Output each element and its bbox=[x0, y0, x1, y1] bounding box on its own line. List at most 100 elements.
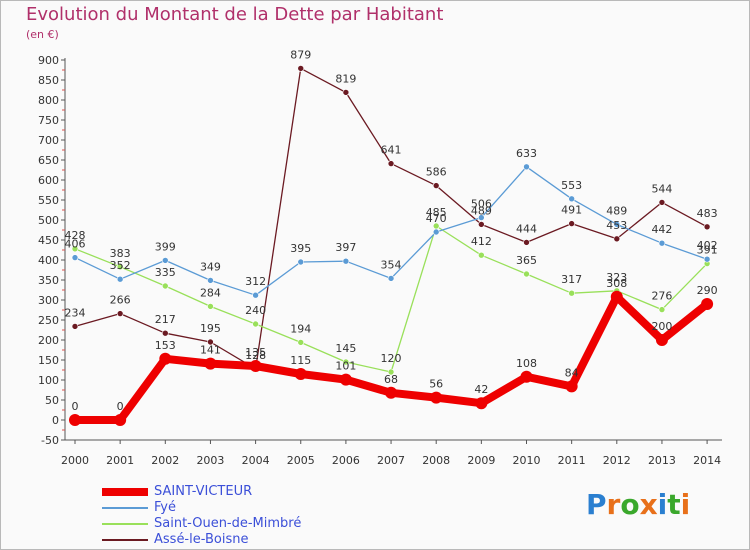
data-point bbox=[568, 220, 575, 227]
y-tick-label: 350 bbox=[38, 274, 59, 287]
data-label: 491 bbox=[561, 204, 582, 217]
data-point bbox=[613, 235, 621, 243]
data-label: 42 bbox=[474, 383, 488, 396]
data-label: 84 bbox=[565, 366, 579, 379]
data-label: 115 bbox=[290, 354, 311, 367]
data-label: 240 bbox=[245, 304, 266, 317]
x-tick-label: 2010 bbox=[513, 454, 541, 467]
legend-swatch bbox=[102, 539, 148, 541]
legend-swatch bbox=[102, 523, 148, 525]
data-point bbox=[252, 291, 259, 299]
data-point bbox=[116, 275, 124, 283]
data-point bbox=[568, 195, 575, 203]
x-tick-label: 2007 bbox=[377, 454, 405, 467]
logo-letter: i bbox=[680, 488, 691, 521]
legend-item: Assé-le-Boisne bbox=[100, 532, 380, 548]
data-label: 141 bbox=[200, 344, 221, 357]
y-tick-label: 100 bbox=[38, 374, 59, 387]
data-label: 195 bbox=[200, 322, 221, 335]
data-label: 335 bbox=[155, 266, 176, 279]
data-point bbox=[701, 298, 714, 310]
logo-letter: t bbox=[667, 488, 681, 521]
legend-item: SAINT-VICTEUR bbox=[100, 484, 380, 500]
data-point bbox=[204, 357, 217, 370]
data-point bbox=[297, 65, 305, 72]
x-tick-label: 2012 bbox=[603, 454, 631, 467]
data-label: 485 bbox=[426, 206, 447, 219]
logo-letter: i bbox=[657, 488, 668, 521]
data-label: 266 bbox=[110, 294, 131, 307]
data-point bbox=[478, 221, 485, 228]
data-label: 442 bbox=[651, 223, 672, 236]
x-tick-label: 2008 bbox=[422, 454, 450, 467]
data-label: 349 bbox=[200, 260, 221, 273]
legend-label: Assé-le-Boisne bbox=[154, 532, 249, 547]
y-tick-label: 250 bbox=[38, 314, 59, 327]
data-point bbox=[703, 223, 711, 231]
data-point bbox=[523, 163, 530, 171]
legend-swatch bbox=[102, 488, 148, 496]
data-point bbox=[658, 306, 666, 313]
data-label: 428 bbox=[65, 229, 86, 242]
data-point bbox=[252, 320, 259, 328]
legend-item: Fyé bbox=[100, 500, 380, 516]
legend-label: Saint-Ouen-de-Mimbré bbox=[154, 516, 302, 531]
chart-title: Evolution du Montant de la Dette par Hab… bbox=[26, 4, 444, 25]
y-tick-label: 900 bbox=[38, 54, 59, 67]
data-point bbox=[387, 368, 395, 376]
data-label: 194 bbox=[290, 322, 311, 335]
data-label: 200 bbox=[651, 320, 672, 333]
y-tick-label: 450 bbox=[38, 234, 59, 247]
data-point bbox=[71, 254, 79, 261]
data-label: 391 bbox=[697, 244, 718, 257]
data-label: 365 bbox=[516, 254, 537, 267]
data-label: 879 bbox=[290, 48, 311, 61]
data-point bbox=[297, 339, 305, 346]
data-point bbox=[432, 228, 440, 236]
y-tick-label: 650 bbox=[38, 154, 59, 167]
data-point bbox=[159, 352, 172, 365]
data-point bbox=[658, 239, 666, 247]
data-label: 397 bbox=[335, 241, 356, 254]
data-point bbox=[114, 414, 127, 426]
data-point bbox=[430, 391, 443, 404]
legend-label: Fyé bbox=[154, 500, 176, 515]
data-label: 489 bbox=[606, 204, 627, 217]
data-label: 402 bbox=[697, 239, 718, 252]
y-tick-label: 750 bbox=[38, 114, 59, 127]
y-tick-label: 550 bbox=[38, 194, 59, 207]
data-label: 128 bbox=[245, 349, 266, 362]
logo-letter: r bbox=[606, 488, 621, 521]
y-tick-label: 800 bbox=[38, 94, 59, 107]
data-point bbox=[294, 368, 307, 380]
data-label: 506 bbox=[471, 198, 492, 211]
data-label: 633 bbox=[516, 147, 537, 160]
data-point bbox=[71, 245, 79, 253]
data-point bbox=[478, 251, 485, 259]
data-label: 153 bbox=[155, 339, 176, 352]
data-point bbox=[207, 338, 214, 346]
data-label: 312 bbox=[245, 275, 266, 288]
data-label: 108 bbox=[516, 357, 537, 370]
data-label: 145 bbox=[335, 342, 356, 355]
y-tick-label: -50 bbox=[41, 434, 59, 447]
data-point bbox=[523, 270, 530, 278]
data-point bbox=[342, 89, 350, 96]
data-label: 290 bbox=[697, 284, 718, 297]
data-label: 308 bbox=[606, 277, 627, 290]
data-point bbox=[71, 323, 79, 330]
logo-letter: x bbox=[639, 488, 658, 521]
data-label: 399 bbox=[155, 240, 176, 253]
data-label: 354 bbox=[381, 258, 402, 271]
chart-subtitle: (en €) bbox=[26, 28, 59, 41]
data-label: 383 bbox=[110, 247, 131, 260]
data-label: 135 bbox=[245, 346, 266, 359]
data-label: 276 bbox=[651, 290, 672, 303]
data-label: 483 bbox=[697, 207, 718, 220]
data-point bbox=[387, 275, 395, 282]
data-point bbox=[116, 310, 124, 317]
x-tick-label: 2013 bbox=[648, 454, 676, 467]
y-tick-label: 300 bbox=[38, 294, 59, 307]
data-point bbox=[475, 397, 488, 410]
